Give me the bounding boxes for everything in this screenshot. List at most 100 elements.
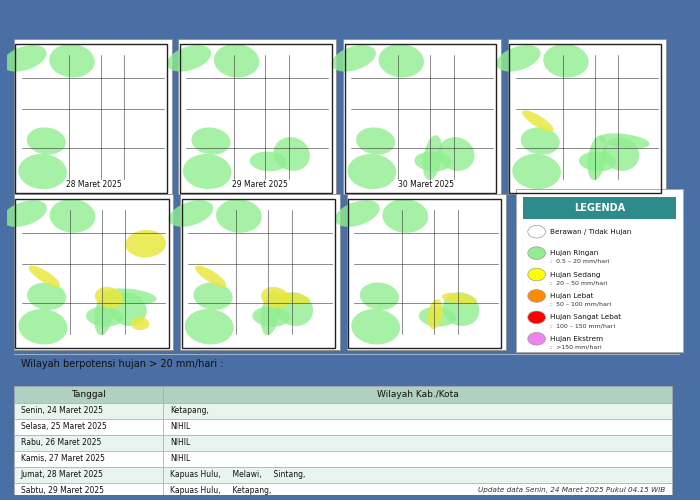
FancyBboxPatch shape [163, 435, 673, 451]
Ellipse shape [274, 137, 310, 171]
Text: 30 Maret 2025: 30 Maret 2025 [398, 180, 454, 190]
Text: Kapuas Hulu,     Ketapang,: Kapuas Hulu, Ketapang, [170, 486, 272, 496]
Ellipse shape [442, 292, 480, 326]
Ellipse shape [332, 45, 376, 72]
Text: :  50 – 100 mm/hari: : 50 – 100 mm/hari [550, 302, 612, 306]
Ellipse shape [428, 299, 442, 329]
Ellipse shape [496, 45, 540, 72]
Ellipse shape [29, 266, 60, 287]
Ellipse shape [522, 110, 554, 132]
Ellipse shape [250, 152, 287, 172]
FancyBboxPatch shape [346, 194, 506, 350]
Ellipse shape [360, 282, 399, 310]
Ellipse shape [587, 135, 607, 180]
Ellipse shape [94, 290, 114, 335]
Ellipse shape [106, 288, 157, 304]
Text: 28 Maret 2025: 28 Maret 2025 [66, 180, 121, 190]
Ellipse shape [261, 287, 290, 308]
FancyBboxPatch shape [343, 39, 501, 194]
Text: Hujan Sangat Lebat: Hujan Sangat Lebat [550, 314, 622, 320]
FancyBboxPatch shape [163, 467, 673, 483]
Ellipse shape [348, 154, 396, 189]
Ellipse shape [50, 199, 95, 233]
FancyBboxPatch shape [14, 39, 172, 194]
Ellipse shape [167, 45, 211, 72]
Ellipse shape [18, 154, 67, 189]
Text: 29 Maret 2025: 29 Maret 2025 [232, 180, 288, 190]
Text: Selasa, 25 Maret 2025: Selasa, 25 Maret 2025 [20, 422, 106, 432]
Ellipse shape [86, 306, 123, 326]
FancyBboxPatch shape [14, 386, 163, 403]
Ellipse shape [419, 306, 456, 326]
Ellipse shape [356, 128, 395, 154]
Text: :  20 – 50 mm/hari: : 20 – 50 mm/hari [550, 280, 608, 285]
Ellipse shape [260, 290, 281, 335]
Text: :  100 – 150 mm/hari: : 100 – 150 mm/hari [550, 323, 615, 328]
Text: Tanggal: Tanggal [71, 390, 106, 399]
Ellipse shape [49, 44, 94, 78]
Text: Rabu, 26 Maret 2025: Rabu, 26 Maret 2025 [20, 438, 101, 448]
Text: Wilayah Kab./Kota: Wilayah Kab./Kota [377, 390, 458, 399]
FancyBboxPatch shape [14, 467, 163, 483]
FancyBboxPatch shape [523, 196, 676, 218]
Text: :  0.5 – 20 mm/hari: : 0.5 – 20 mm/hari [550, 258, 610, 264]
Text: Hujan Ekstrem: Hujan Ekstrem [550, 336, 603, 342]
Text: NIHIL: NIHIL [170, 422, 190, 432]
Ellipse shape [351, 309, 400, 344]
Text: Hujan Ringan: Hujan Ringan [550, 250, 598, 256]
Ellipse shape [442, 292, 477, 304]
FancyBboxPatch shape [517, 190, 682, 352]
Ellipse shape [94, 287, 123, 308]
Ellipse shape [512, 154, 561, 189]
Ellipse shape [521, 128, 560, 154]
Text: Kapuas Hulu,     Melawi,     Sintang,: Kapuas Hulu, Melawi, Sintang, [170, 470, 305, 480]
Ellipse shape [193, 282, 232, 310]
Text: Sabtu, 29 Maret 2025: Sabtu, 29 Maret 2025 [20, 486, 104, 496]
Ellipse shape [185, 309, 234, 344]
Ellipse shape [214, 44, 259, 78]
Ellipse shape [603, 137, 639, 171]
Ellipse shape [543, 44, 589, 78]
FancyBboxPatch shape [14, 403, 163, 419]
Ellipse shape [2, 45, 46, 72]
Ellipse shape [183, 154, 232, 189]
FancyBboxPatch shape [163, 419, 673, 435]
FancyBboxPatch shape [178, 39, 336, 194]
Ellipse shape [379, 44, 424, 78]
Ellipse shape [2, 200, 47, 227]
Ellipse shape [125, 230, 166, 258]
Ellipse shape [276, 292, 310, 304]
Text: LEGENDA: LEGENDA [574, 203, 625, 213]
Text: :  >150 mm/hari: : >150 mm/hari [550, 344, 602, 350]
Circle shape [528, 226, 545, 238]
Ellipse shape [423, 135, 442, 180]
Ellipse shape [216, 199, 262, 233]
Text: Hujan Lebat: Hujan Lebat [550, 293, 594, 299]
FancyBboxPatch shape [14, 483, 163, 499]
Ellipse shape [27, 128, 66, 154]
Circle shape [528, 290, 545, 302]
Ellipse shape [276, 292, 313, 326]
Ellipse shape [195, 266, 226, 287]
Circle shape [528, 247, 545, 260]
Circle shape [528, 311, 545, 324]
Text: NIHIL: NIHIL [170, 438, 190, 448]
Ellipse shape [110, 292, 146, 326]
Text: Senin, 24 Maret 2025: Senin, 24 Maret 2025 [20, 406, 103, 416]
Text: Ketapang,: Ketapang, [170, 406, 209, 416]
FancyBboxPatch shape [14, 435, 163, 451]
Text: Kamis, 27 Maret 2025: Kamis, 27 Maret 2025 [20, 454, 104, 464]
FancyBboxPatch shape [163, 451, 673, 467]
Ellipse shape [579, 152, 617, 172]
FancyBboxPatch shape [14, 419, 163, 435]
Ellipse shape [598, 134, 650, 148]
FancyBboxPatch shape [163, 403, 673, 419]
Text: Berawan / Tidak Hujan: Berawan / Tidak Hujan [550, 228, 631, 234]
Ellipse shape [18, 309, 67, 344]
Ellipse shape [438, 137, 475, 171]
Text: Update data Senin, 24 Maret 2025 Pukul 04.15 WIB: Update data Senin, 24 Maret 2025 Pukul 0… [478, 486, 666, 492]
Ellipse shape [382, 199, 428, 233]
FancyBboxPatch shape [180, 194, 340, 350]
Circle shape [528, 332, 545, 345]
Text: Jumat, 28 Maret 2025: Jumat, 28 Maret 2025 [20, 470, 104, 480]
